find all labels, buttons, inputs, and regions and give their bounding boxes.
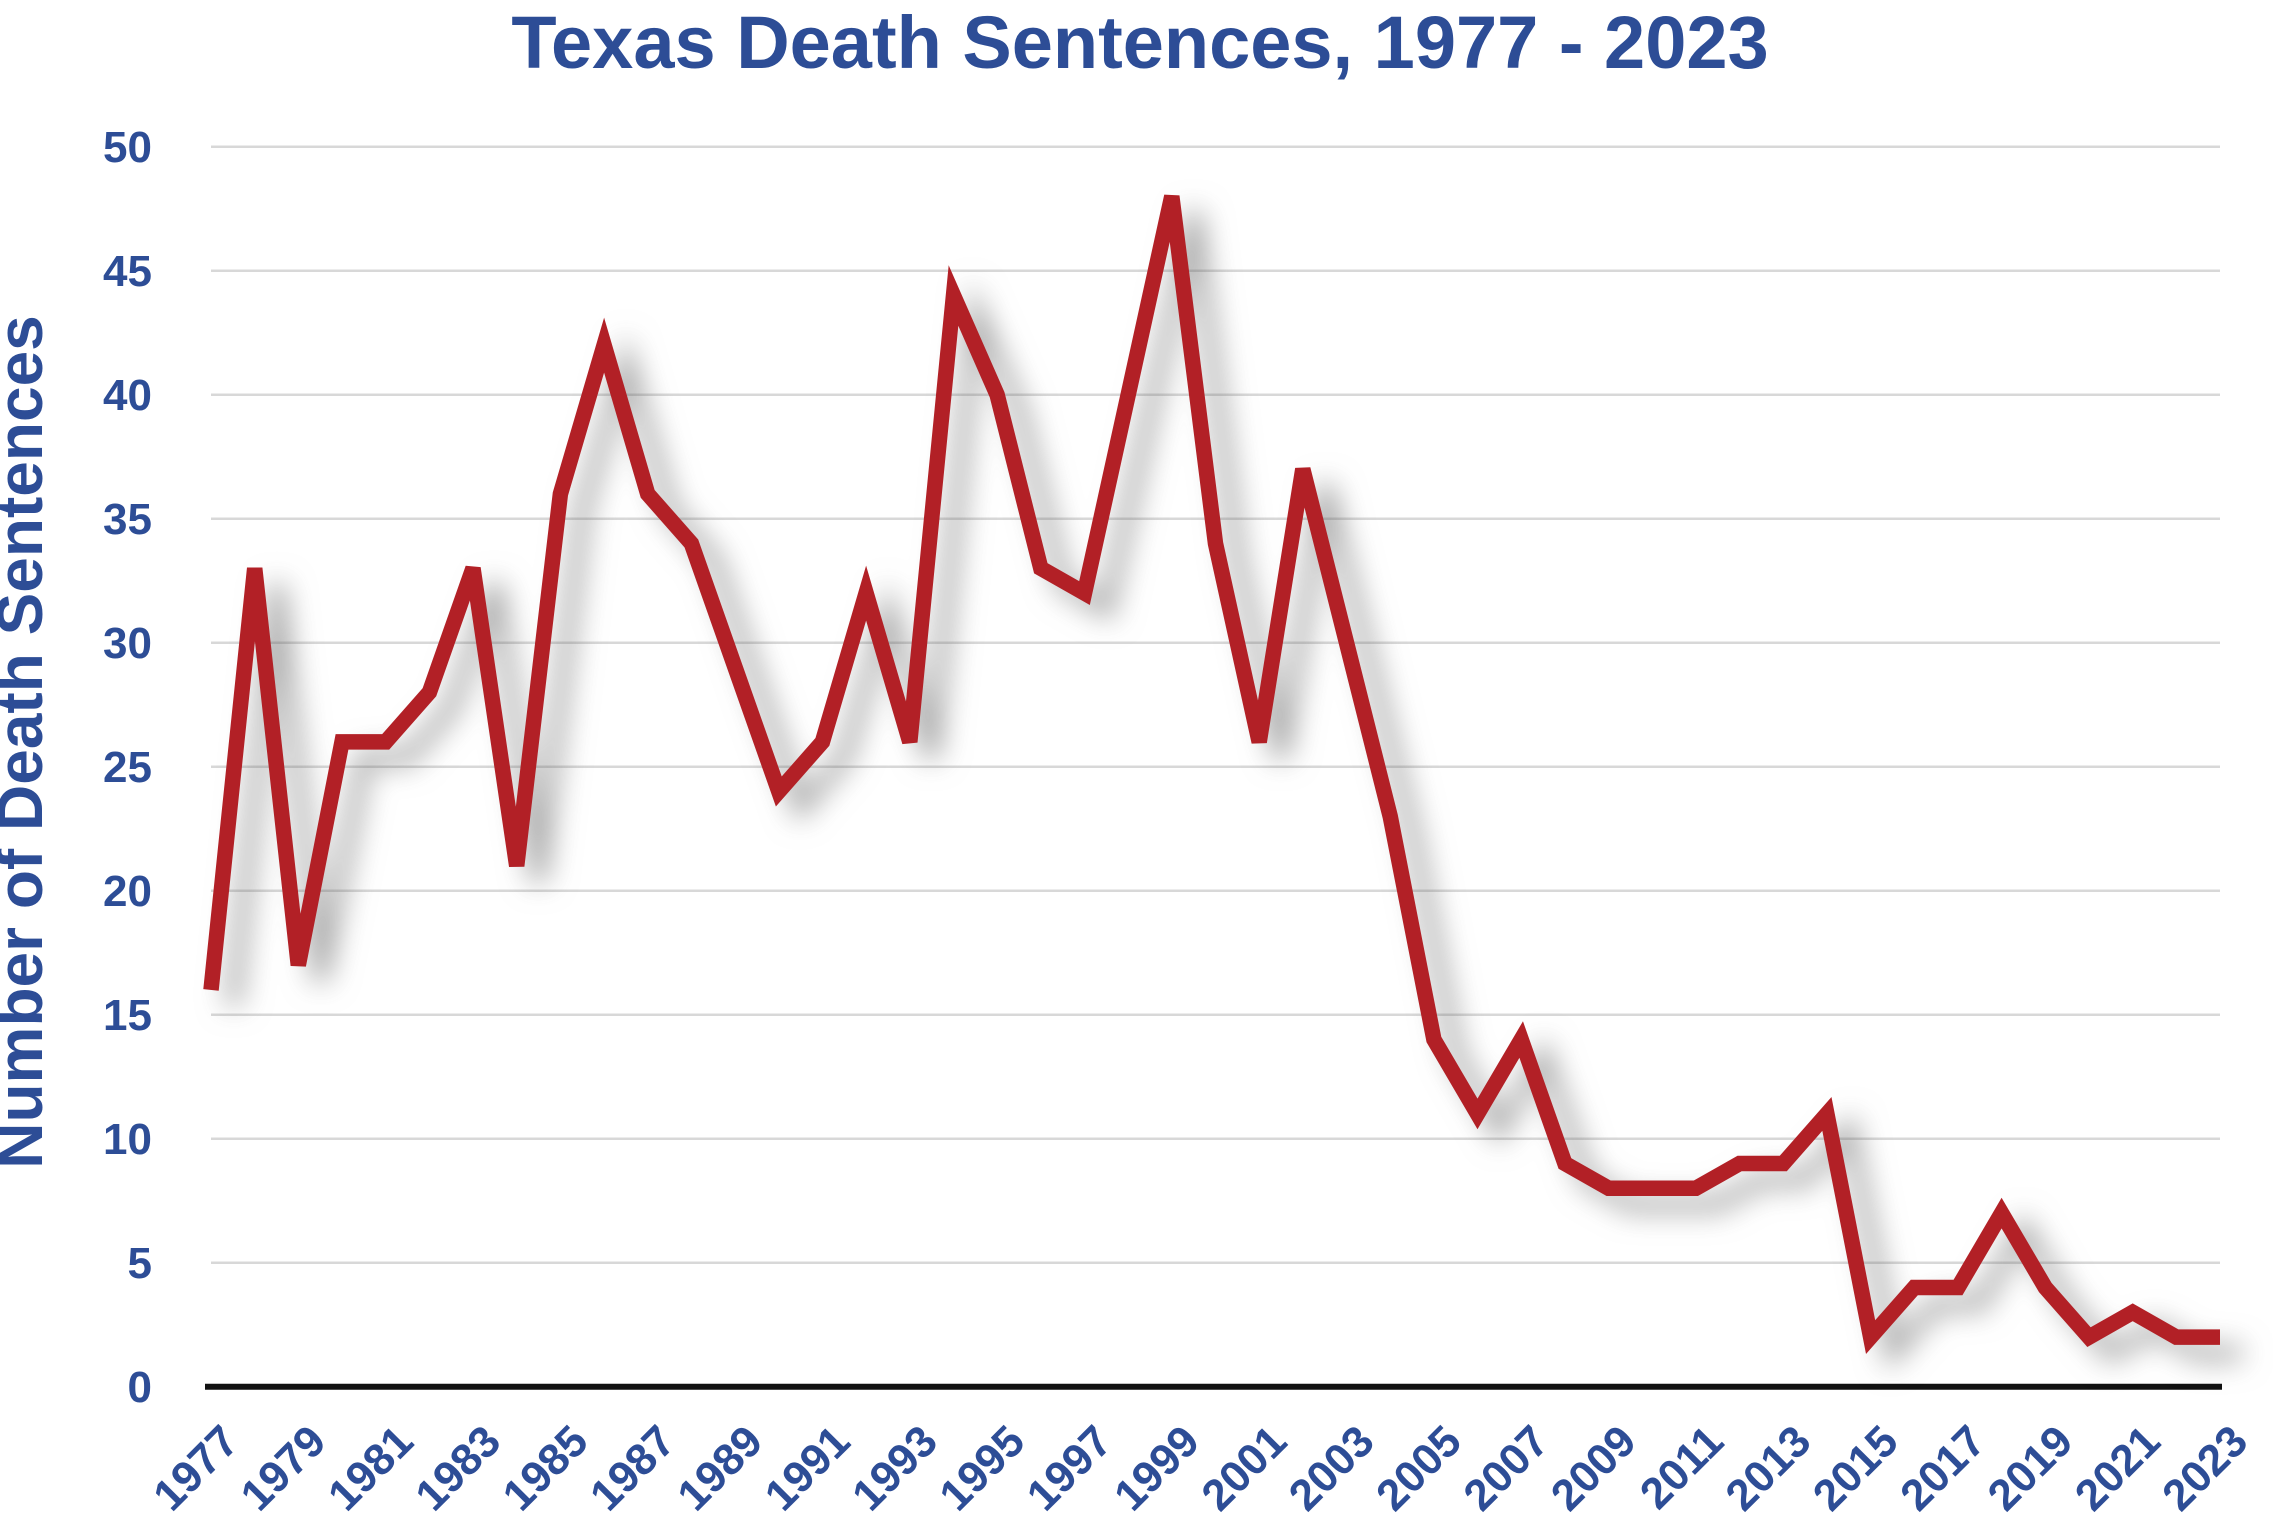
y-tick-label: 0 <box>128 1363 152 1412</box>
x-tick-label: 2011 <box>1631 1416 1733 1518</box>
x-tick-label: 1989 <box>668 1416 772 1519</box>
x-tick-label: 2013 <box>1716 1416 1820 1519</box>
y-tick-label: 5 <box>128 1239 152 1288</box>
x-tick-label: 1983 <box>406 1416 510 1519</box>
x-tick-label: 1987 <box>581 1416 685 1519</box>
y-axis-title: Number of Death Sentences <box>0 315 56 1169</box>
x-tick-label: 1979 <box>232 1416 336 1519</box>
x-tick-label: 2007 <box>1454 1416 1558 1519</box>
x-tick-label: 1999 <box>1105 1416 1209 1519</box>
y-tick-label: 45 <box>103 247 152 296</box>
x-tick-label: 1981 <box>319 1416 423 1519</box>
gridlines <box>211 145 2220 1264</box>
x-tick-label: 2019 <box>1979 1416 2083 1519</box>
y-tick-label: 50 <box>103 123 152 172</box>
y-tick-label: 35 <box>103 495 152 544</box>
x-tick-label: 2003 <box>1280 1416 1384 1519</box>
x-tick-label: 2001 <box>1192 1416 1296 1519</box>
x-tick-label: 1991 <box>756 1416 860 1519</box>
y-tick-label: 15 <box>103 991 152 1040</box>
x-tick-label: 2023 <box>2153 1416 2257 1519</box>
x-tick-label: 2015 <box>1804 1416 1908 1519</box>
y-tick-labels: 0 5 10 15 20 25 30 35 40 45 50 <box>103 123 152 1412</box>
y-tick-label: 30 <box>103 619 152 668</box>
x-tick-label: 1977 <box>144 1416 248 1519</box>
x-tick-label: 2005 <box>1367 1416 1471 1519</box>
x-tick-label: 1993 <box>843 1416 947 1519</box>
y-tick-label: 20 <box>103 867 152 916</box>
x-tick-label: 1985 <box>494 1416 598 1519</box>
x-tick-label: 2009 <box>1542 1416 1646 1519</box>
x-tick-label: 1995 <box>930 1416 1034 1519</box>
x-tick-labels: 1977197919811983198519871989199119931995… <box>144 1416 2257 1519</box>
x-tick-label: 2021 <box>2066 1416 2170 1519</box>
data-line <box>203 194 2220 1355</box>
y-tick-label: 40 <box>103 371 152 420</box>
chart-title: Texas Death Sentences, 1977 - 2023 <box>511 1 1768 84</box>
y-tick-label: 25 <box>103 743 152 792</box>
y-tick-label: 10 <box>103 1115 152 1164</box>
x-tick-label: 2017 <box>1891 1416 1995 1519</box>
x-tick-label: 1997 <box>1018 1416 1122 1519</box>
